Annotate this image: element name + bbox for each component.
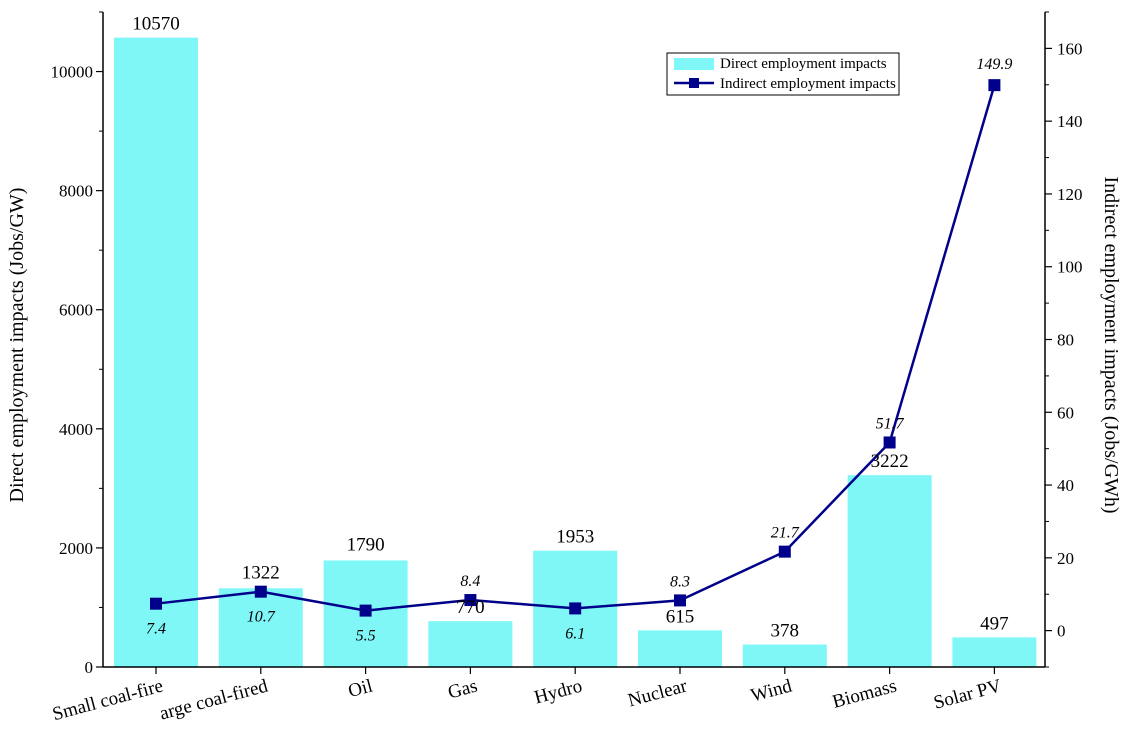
bar-value-label: 1790 xyxy=(347,534,385,555)
indirect-value-label: 21.7 xyxy=(771,525,800,542)
bar-value-label: 497 xyxy=(980,613,1009,634)
bar-value-label: 1322 xyxy=(242,562,280,583)
y2-tick-label: 100 xyxy=(1057,258,1083,277)
y-tick-label: 10000 xyxy=(51,63,94,82)
y2-tick-label: 120 xyxy=(1057,185,1083,204)
legend: Direct employment impacts Indirect emplo… xyxy=(666,52,900,96)
bar-direct xyxy=(638,630,722,667)
legend-marker-indirect xyxy=(689,78,699,88)
bar-value-label: 3222 xyxy=(871,451,909,472)
y-tick-label: 2000 xyxy=(59,539,93,558)
bar-direct xyxy=(847,475,932,667)
legend-swatch-direct xyxy=(674,58,714,70)
indirect-value-label: 8.3 xyxy=(670,573,690,590)
indirect-line-layer xyxy=(150,79,1001,617)
labels-layer: 10570 1322 1790 770 1953 615 378 3222 497 7.4 10.7… xyxy=(132,14,1012,645)
y2-axis-label: Indirect employment impacts (Jobs/GWh) xyxy=(1100,176,1122,513)
y2-tick-label: 40 xyxy=(1057,476,1074,495)
y2-tick-label: 140 xyxy=(1057,112,1083,131)
y-axis-label: Direct employment impacts (Jobs/GW) xyxy=(6,188,28,503)
bar-value-label: 615 xyxy=(666,606,695,627)
indirect-value-label: 51.7 xyxy=(876,415,905,432)
indirect-value-label: 149.9 xyxy=(976,56,1012,73)
x-tick-label: Hydro xyxy=(532,676,584,709)
bar-value-label: 1953 xyxy=(556,527,594,548)
y-tick-label: 6000 xyxy=(59,301,93,320)
indirect-value-label: 7.4 xyxy=(146,621,166,638)
x-tick-label: Biomass xyxy=(830,676,899,713)
y2-tick-label: 60 xyxy=(1057,403,1074,422)
y2-tick-label: 0 xyxy=(1057,622,1066,641)
y-tick-label: 0 xyxy=(85,658,94,677)
x-tick-label: arge coal-fired xyxy=(157,675,270,724)
bar-direct xyxy=(428,621,513,667)
indirect-value-label: 10.7 xyxy=(247,609,276,626)
indirect-value-label: 6.1 xyxy=(565,625,585,642)
indirect-value-label: 5.5 xyxy=(356,628,376,645)
indirect-marker xyxy=(674,594,686,607)
bar-direct xyxy=(114,37,198,667)
x-tick-label: Oil xyxy=(346,676,375,703)
indirect-marker xyxy=(359,604,372,617)
bar-value-label: 10570 xyxy=(132,14,180,35)
bar-value-label: 770 xyxy=(456,597,485,618)
indirect-marker xyxy=(150,597,162,610)
bar-direct xyxy=(742,644,827,667)
indirect-marker xyxy=(778,545,791,558)
x-tick-label: Solar PV xyxy=(931,675,1003,713)
bar-direct xyxy=(218,588,303,667)
y-tick-label: 4000 xyxy=(59,420,93,439)
indirect-marker xyxy=(464,594,477,607)
x-tick-label: Wind xyxy=(749,675,795,706)
indirect-marker xyxy=(254,585,267,598)
y2-tick-label: 80 xyxy=(1057,331,1074,350)
indirect-marker xyxy=(569,602,582,615)
x-tick-label: Small coal-fire xyxy=(50,676,165,726)
indirect-value-label: 8.4 xyxy=(460,573,480,590)
y2-tick-label: 160 xyxy=(1057,39,1083,58)
legend-label-direct: Direct employment impacts xyxy=(720,56,887,72)
bar-value-label: 378 xyxy=(771,620,800,641)
legend-label-indirect: Indirect employment impacts xyxy=(720,76,896,92)
indirect-marker xyxy=(988,79,1001,92)
y-tick-label: 8000 xyxy=(59,182,93,201)
x-tick-label: Gas xyxy=(446,676,480,704)
x-tick-label: Nuclear xyxy=(626,675,690,711)
y2-tick-label: 20 xyxy=(1057,549,1074,568)
bar-direct xyxy=(952,637,1037,667)
indirect-marker xyxy=(883,436,896,449)
